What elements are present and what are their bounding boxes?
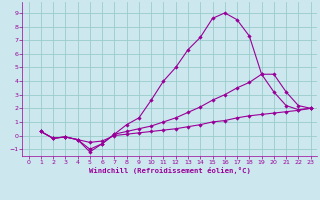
X-axis label: Windchill (Refroidissement éolien,°C): Windchill (Refroidissement éolien,°C) <box>89 167 251 174</box>
